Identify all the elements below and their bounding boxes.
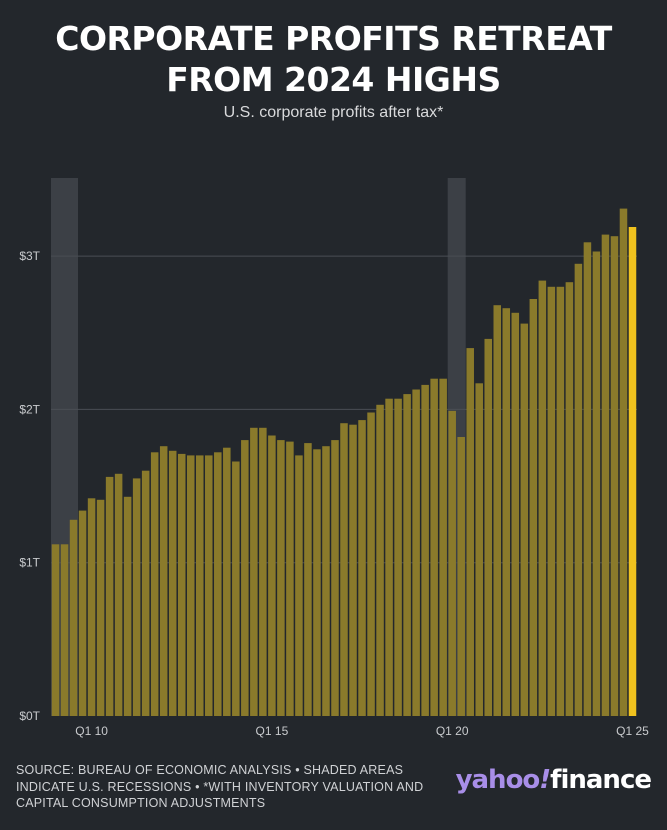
bar — [87, 498, 96, 716]
bar — [78, 510, 87, 716]
bar — [196, 455, 204, 716]
bar — [313, 449, 321, 716]
chart-title: CORPORATE PROFITS RETREAT FROM 2024 HIGH… — [0, 18, 667, 100]
bar — [150, 452, 159, 716]
bar — [69, 519, 78, 716]
x-tick-label: Q1 25 — [616, 724, 649, 738]
x-tick-label: Q1 10 — [75, 724, 108, 738]
bar — [385, 398, 393, 716]
bar — [367, 412, 375, 716]
chart-title-line-2: FROM 2024 HIGHS — [166, 60, 501, 99]
bar — [520, 323, 529, 716]
chart-title-line-1: CORPORATE PROFITS RETREAT — [55, 19, 612, 58]
bar — [601, 234, 610, 716]
y-tick-label: $3T — [19, 249, 40, 263]
x-tick-label: Q1 15 — [256, 724, 289, 738]
bar — [376, 404, 384, 716]
bar — [448, 410, 456, 716]
bar — [114, 473, 123, 716]
bar-latest — [628, 227, 637, 716]
bar — [547, 286, 556, 716]
bar — [51, 544, 60, 716]
bar — [475, 383, 483, 716]
bar — [123, 496, 132, 716]
bar — [132, 478, 141, 716]
bar — [241, 440, 249, 716]
y-tick-label: $2T — [19, 402, 40, 416]
bar — [349, 424, 357, 716]
bar — [511, 312, 520, 716]
logo-yahoo-text: yahoo — [455, 765, 541, 795]
bar — [403, 394, 411, 716]
bar — [304, 443, 312, 716]
bar — [574, 263, 583, 716]
bar — [565, 282, 574, 716]
bar — [493, 305, 502, 716]
bar — [96, 499, 105, 716]
bar — [331, 440, 339, 716]
y-tick-label: $0T — [19, 709, 40, 723]
source-note: SOURCE: BUREAU OF ECONOMIC ANALYSIS • SH… — [16, 763, 424, 810]
bar — [484, 338, 493, 716]
bar — [583, 242, 592, 717]
bar — [538, 280, 547, 716]
bar — [610, 236, 619, 716]
bar — [232, 461, 240, 716]
yahoo-finance-logo: yahoo!finance — [455, 765, 652, 795]
bar — [322, 446, 330, 716]
bar — [412, 389, 420, 716]
bar — [259, 427, 267, 716]
bar — [105, 476, 114, 716]
bar — [177, 453, 186, 716]
bar — [529, 299, 538, 716]
bar — [277, 440, 285, 716]
bar — [439, 378, 447, 716]
bar — [295, 455, 303, 716]
bar — [556, 286, 565, 716]
logo-bang: ! — [539, 765, 551, 795]
y-tick-label: $1T — [19, 556, 40, 570]
bar — [286, 441, 294, 716]
bar — [159, 446, 168, 716]
bar — [430, 378, 438, 716]
bar — [250, 427, 258, 716]
bar — [592, 251, 601, 716]
bar — [60, 544, 69, 716]
bar — [223, 447, 231, 716]
bar — [141, 470, 150, 716]
bar — [394, 398, 402, 716]
bar — [502, 308, 511, 716]
bar — [168, 450, 177, 716]
bar — [466, 348, 474, 716]
chart-subtitle: U.S. corporate profits after tax* — [223, 104, 444, 121]
logo-finance-text: finance — [550, 765, 652, 795]
bar — [358, 420, 366, 716]
bar — [619, 208, 628, 716]
bar — [205, 455, 213, 716]
bar — [457, 437, 465, 716]
x-tick-label: Q1 20 — [436, 724, 469, 738]
bar — [340, 423, 348, 716]
bar-chart: $0T $1T $2T $3T Q1 10 Q1 15 Q1 20 Q1 25 — [19, 178, 649, 738]
bar — [214, 452, 222, 716]
bar — [268, 435, 276, 716]
bar — [186, 455, 195, 716]
bar — [421, 384, 429, 716]
